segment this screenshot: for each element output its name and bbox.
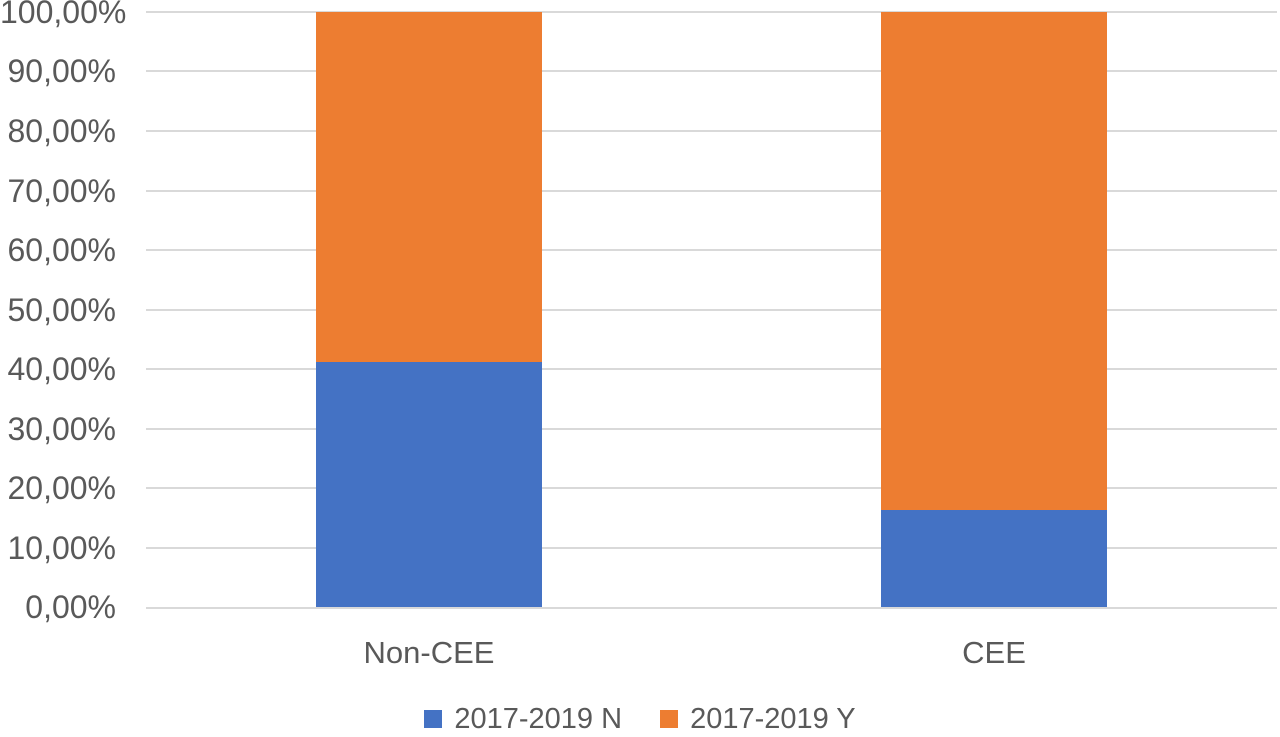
bar-segment-CEE-2017-2019 N	[881, 510, 1107, 607]
legend-label: 2017-2019 N	[454, 703, 623, 735]
gridline-40	[146, 368, 1277, 370]
legend-swatch-icon	[424, 710, 443, 728]
gridline-30	[146, 428, 1277, 430]
y-tick-label-30: 30,00%	[7, 411, 116, 447]
y-tick-label-100: 100,00%	[0, 0, 127, 30]
legend-swatch-icon	[660, 710, 679, 728]
gridline-50	[146, 309, 1277, 311]
y-tick-label-10: 10,00%	[7, 530, 116, 566]
y-tick-label-70: 70,00%	[7, 173, 116, 209]
y-tick-label-40: 40,00%	[7, 351, 116, 387]
y-tick-label-0: 0,00%	[25, 589, 116, 625]
bar-segment-Non-CEE-2017-2019 Y	[316, 12, 542, 362]
category-label-Non-CEE: Non-CEE	[363, 635, 495, 670]
plot-area	[146, 11, 1277, 609]
legend-item-2017-2019 N: 2017-2019 N	[424, 701, 622, 737]
y-tick-label-60: 60,00%	[7, 232, 116, 268]
bar-segment-Non-CEE-2017-2019 N	[316, 362, 542, 607]
gridline-20	[146, 487, 1277, 489]
y-tick-label-90: 90,00%	[7, 53, 116, 89]
legend: 2017-2019 N 2017-2019 Y	[0, 701, 1280, 737]
y-tick-label-80: 80,00%	[7, 113, 116, 149]
gridline-10	[146, 547, 1277, 549]
y-tick-label-20: 20,00%	[7, 470, 116, 506]
gridline-90	[146, 70, 1277, 72]
gridline-80	[146, 130, 1277, 132]
legend-label: 2017-2019 Y	[690, 703, 856, 735]
gridline-60	[146, 249, 1277, 251]
x-axis-line	[146, 607, 1277, 609]
y-tick-label-50: 50,00%	[7, 292, 116, 328]
bar-segment-CEE-2017-2019 Y	[881, 12, 1107, 510]
category-label-CEE: CEE	[962, 635, 1026, 670]
legend-item-2017-2019 Y: 2017-2019 Y	[660, 701, 856, 737]
gridline-100	[146, 11, 1277, 13]
gridline-70	[146, 190, 1277, 192]
